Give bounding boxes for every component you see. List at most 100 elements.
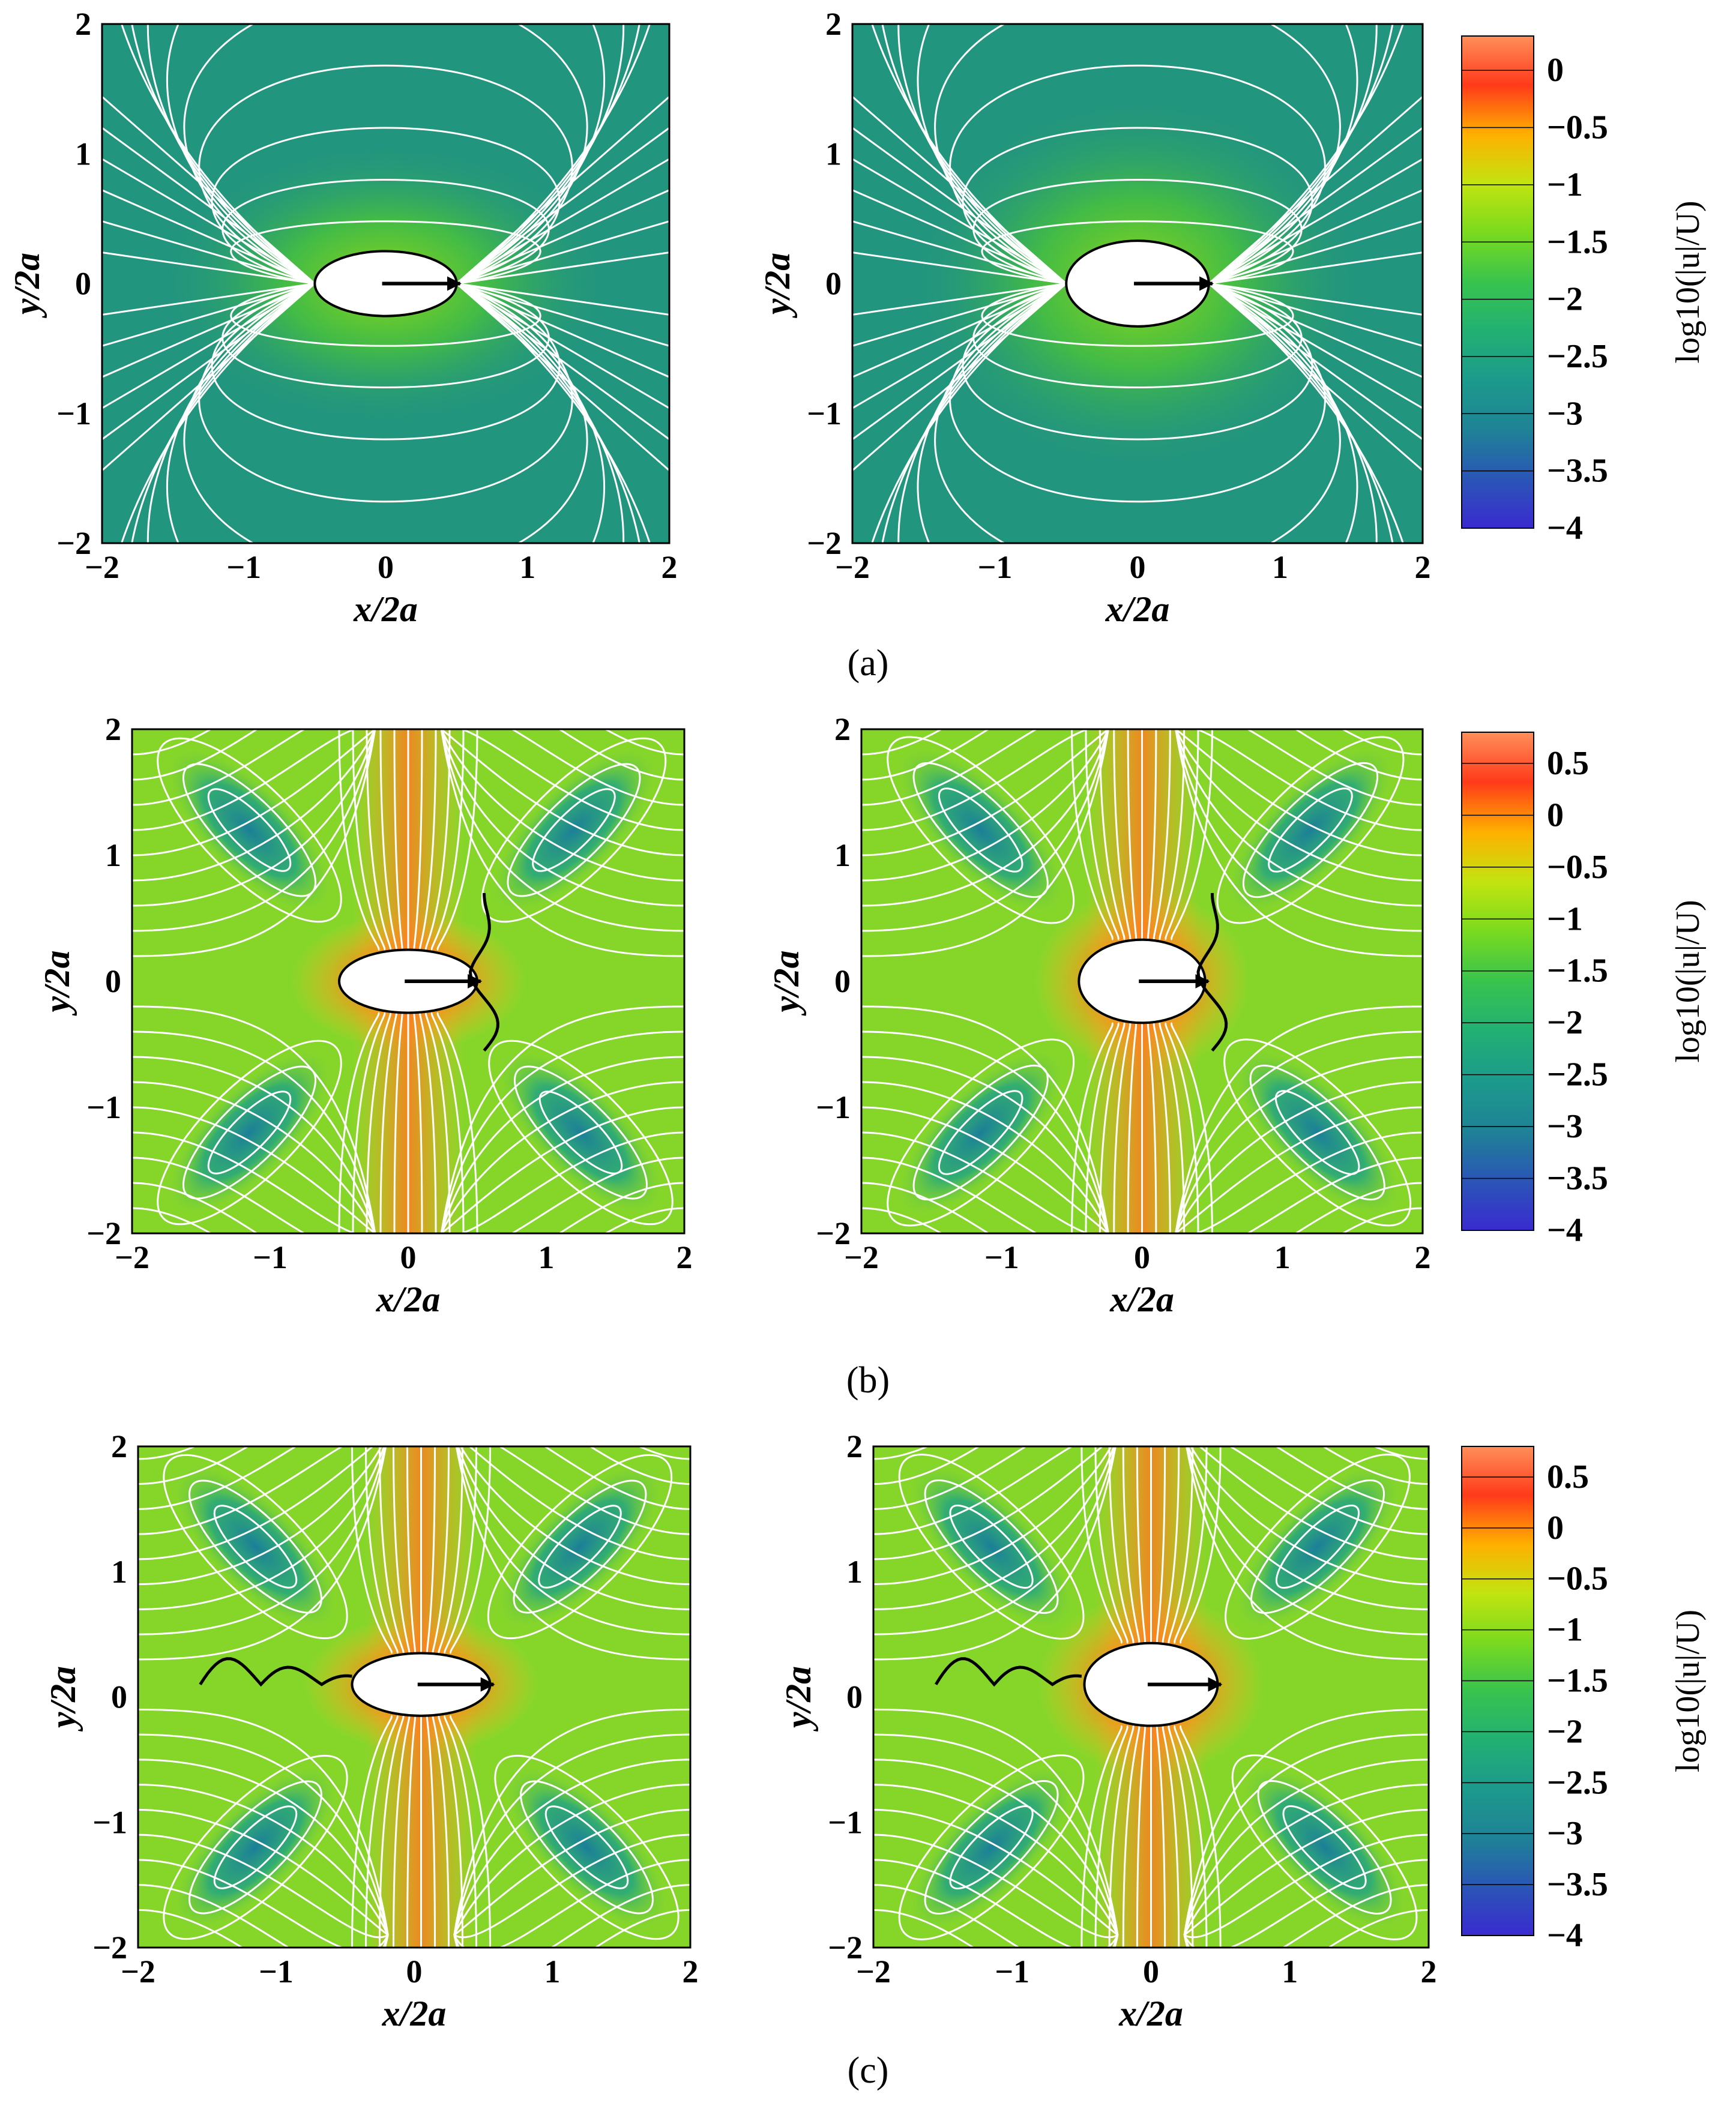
x-axis-title: x/2a — [353, 589, 418, 629]
x-tick-label: −2 — [835, 549, 870, 585]
vortex-core — [1225, 744, 1396, 916]
y-tick-label: 2 — [105, 711, 121, 747]
colorbar: 0 −0.5 −1 −1.5 −2 −2.5 −3 −3.5 −4 log10(|u|/U) — [1461, 35, 1707, 547]
colorbar-tick-label: 0 — [1547, 796, 1564, 834]
x-tick-label: −1 — [253, 1239, 288, 1275]
y-axis-title: y/2a — [7, 253, 47, 318]
x-tick-label: 2 — [677, 1239, 693, 1275]
plot-frame — [131, 728, 686, 1235]
x-axis-title: x/2a — [376, 1280, 441, 1319]
x-tick-label: −1 — [226, 549, 261, 585]
x-tick-label: −2 — [115, 1239, 149, 1275]
colorbar-gradient — [1461, 1446, 1534, 1936]
x-tick-label: −2 — [85, 549, 119, 585]
x-tick-label: 1 — [1282, 1954, 1298, 1990]
panel-b-right: −2 −1 0 1 2 −2 −1 0 1 2 x/2a y/2a — [767, 711, 1431, 1319]
y-tick-label: 0 — [105, 963, 121, 999]
panels: −2 −1 0 1 2 −2 −1 0 1 2 x/2a y/2a −2 −1 0 1 2 −2 −1 0 1 2 x/2a… — [7, 6, 1437, 2033]
x-axis-title: x/2a — [1109, 1280, 1174, 1319]
x-tick-label: 0 — [378, 549, 394, 585]
panel-a-left: −2 −1 0 1 2 −2 −1 0 1 2 x/2a y/2a — [7, 6, 678, 629]
y-tick-label: 1 — [111, 1554, 127, 1590]
streamlines — [138, 1446, 690, 1948]
y-tick-label: −1 — [86, 1089, 121, 1125]
x-tick-label: 2 — [1421, 1954, 1437, 1990]
vortex-core — [906, 1461, 1076, 1632]
x-tick-label: −2 — [121, 1954, 155, 1990]
y-tick-label: −1 — [816, 1089, 851, 1125]
vortex-core — [164, 1048, 334, 1217]
y-tick-label: 0 — [75, 266, 91, 302]
y-axis-title: y/2a — [37, 950, 77, 1015]
x-tick-label: 0 — [1130, 549, 1146, 585]
y-axis-title: y/2a — [767, 950, 806, 1015]
vortex-core — [164, 745, 334, 915]
y-tick-label: 2 — [111, 1428, 127, 1464]
colorbar-tick-label: −3.5 — [1547, 1160, 1608, 1197]
colorbar-tick-label: −3 — [1547, 1108, 1583, 1145]
colorbar-title: log10(|u|/U) — [1669, 1610, 1707, 1772]
x-tick-label: 1 — [538, 1239, 555, 1275]
x-tick-label: 0 — [406, 1954, 423, 1990]
y-tick-label: 1 — [105, 837, 121, 873]
x-tick-label: −1 — [259, 1954, 294, 1990]
y-tick-label: 1 — [75, 136, 91, 172]
y-tick-label: 0 — [111, 1679, 127, 1715]
plot-frame — [101, 23, 671, 544]
vortex-core — [906, 1762, 1076, 1933]
colorbar-tick-label: −4 — [1547, 510, 1583, 547]
y-tick-label: 0 — [825, 266, 842, 302]
x-axis-title: x/2a — [1105, 589, 1170, 629]
x-axis-title: x/2a — [1118, 1994, 1183, 2033]
x-tick-label: 1 — [1274, 1239, 1291, 1275]
x-tick-label: −2 — [856, 1954, 891, 1990]
colorbar-tick-label: −0.5 — [1547, 1560, 1608, 1598]
colorbar-gradient — [1461, 35, 1534, 529]
vortex-core — [170, 1462, 340, 1631]
y-axis-title: y/2a — [779, 1666, 818, 1731]
streamlines — [861, 729, 1423, 1233]
y-tick-label: 1 — [825, 136, 842, 172]
x-tick-label: 2 — [683, 1954, 699, 1990]
vortex-core — [1240, 1762, 1409, 1933]
x-tick-label: 2 — [1415, 549, 1431, 585]
x-tick-label: 1 — [544, 1954, 561, 1990]
x-tick-label: 0 — [1143, 1954, 1159, 1990]
colorbar-tick-label: −1 — [1547, 1611, 1583, 1649]
colorbar-tick-label: −0.5 — [1547, 849, 1608, 886]
colorbar-tick-label: −2 — [1547, 1713, 1583, 1750]
y-tick-label: −1 — [807, 396, 842, 432]
y-tick-label: −2 — [816, 1215, 851, 1251]
y-tick-label: −1 — [828, 1804, 863, 1840]
colorbar-title: log10(|u|/U) — [1669, 200, 1707, 363]
colorbar-tick-label: 0 — [1547, 52, 1564, 89]
y-tick-label: 0 — [834, 963, 851, 999]
colorbar-tick-label: −1 — [1547, 166, 1583, 203]
colorbar-tick-label: −4 — [1547, 1917, 1583, 1954]
vortex-core — [1232, 1047, 1403, 1218]
colorbar-tick-label: −0.5 — [1547, 109, 1608, 146]
y-axis-title: y/2a — [758, 253, 797, 318]
colorbar-tick-label: −3.5 — [1547, 453, 1608, 490]
panel-label: (b) — [846, 1360, 890, 1401]
colorbar: 0.5 0 −0.5 −1 −1.5 −2 −2.5 −3 −3.5 −4 log10(|u|/U) — [1461, 1446, 1707, 1954]
colorbar: 0.5 0 −0.5 −1 −1.5 −2 −2.5 −3 −3.5 −4 log10(|u|/U) — [1461, 732, 1707, 1249]
y-tick-label: −2 — [807, 525, 842, 561]
panel-c-left: −2 −1 0 1 2 −2 −1 0 1 2 x/2a y/2a — [43, 1428, 699, 2033]
y-axis-title: y/2a — [43, 1666, 83, 1731]
colorbar-tick-label: −4 — [1547, 1212, 1583, 1249]
colorbar-tick-label: −2 — [1547, 1004, 1583, 1041]
x-tick-label: −1 — [984, 1239, 1019, 1275]
y-tick-label: −1 — [92, 1804, 127, 1840]
plot-frame — [860, 728, 1424, 1235]
y-tick-label: −2 — [92, 1930, 127, 1966]
colorbar-tick-label: −3 — [1547, 1815, 1583, 1852]
vortex-core — [895, 744, 1067, 916]
streamlines — [873, 1446, 1429, 1948]
y-tick-label: 1 — [846, 1554, 863, 1590]
panel-b-left: −2 −1 0 1 2 −2 −1 0 1 2 x/2a y/2a — [37, 711, 693, 1319]
colorbar-tick-label: −1.5 — [1547, 952, 1608, 990]
y-tick-label: 2 — [846, 1428, 863, 1464]
y-tick-label: 1 — [834, 837, 851, 873]
plot-frame — [872, 1445, 1430, 1949]
